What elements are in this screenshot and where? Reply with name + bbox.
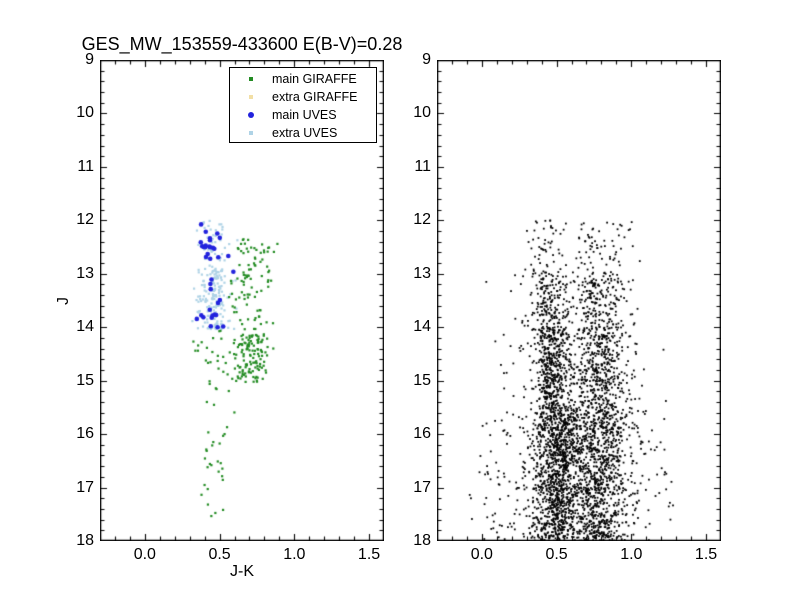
- y-tick-label: 13: [413, 264, 431, 282]
- y-tick-label: 15: [413, 371, 431, 389]
- y-tick-label: 11: [414, 157, 431, 175]
- x-tick-label: 1.5: [694, 546, 718, 563]
- x-tick-label: 0.5: [208, 546, 231, 563]
- x-tick-label: 1.5: [357, 546, 381, 563]
- main-giraffe-marker-icon: [249, 77, 253, 81]
- y-tick-label: 18: [76, 532, 94, 549]
- legend-label-extra-uves: extra UVES: [272, 126, 338, 140]
- legend-label-main-uves: main UVES: [272, 108, 337, 122]
- main-uves-marker-icon: [248, 112, 254, 118]
- y-tick-label: 13: [76, 264, 94, 282]
- right-plot-area: [437, 60, 721, 541]
- y-tick-label: 15: [76, 371, 94, 389]
- y-tick-label: 16: [76, 425, 94, 443]
- y-tick-label: 18: [413, 532, 431, 549]
- y-tick-label: 17: [76, 478, 94, 496]
- y-tick-label: 10: [413, 104, 431, 122]
- x-tick-label: 1.0: [283, 546, 306, 563]
- legend-label-extra-giraffe: extra GIRAFFE: [272, 90, 358, 104]
- legend-item-extra-uves: extra UVES: [230, 124, 376, 142]
- y-tick-label: 11: [77, 157, 94, 175]
- extra-giraffe-marker-icon: [249, 95, 253, 99]
- legend-item-main-uves: main UVES: [230, 106, 376, 124]
- x-tick-label: 0.0: [470, 546, 493, 563]
- left-y-axis-label: J: [55, 297, 72, 305]
- legend-item-main-giraffe: main GIRAFFE: [230, 70, 376, 88]
- legend-label-main-giraffe: main GIRAFFE: [272, 72, 357, 86]
- y-tick-label: 10: [76, 104, 94, 122]
- y-tick-label: 14: [76, 318, 94, 336]
- legend-item-extra-giraffe: extra GIRAFFE: [230, 88, 376, 106]
- x-tick-label: 1.0: [620, 546, 643, 563]
- y-tick-label: 9: [85, 51, 94, 68]
- x-tick-label: 0.0: [133, 546, 156, 563]
- y-tick-label: 12: [413, 211, 431, 229]
- y-tick-label: 17: [413, 478, 431, 496]
- extra-uves-marker-icon: [249, 131, 253, 135]
- y-tick-label: 12: [76, 211, 94, 229]
- y-tick-label: 9: [422, 51, 431, 68]
- left-x-axis-label: J-K: [230, 563, 254, 580]
- figure-title: GES_MW_153559-433600 E(B-V)=0.28: [81, 34, 403, 54]
- y-tick-label: 14: [413, 318, 431, 336]
- legend: main GIRAFFE extra GIRAFFE main UVES ext…: [229, 67, 377, 143]
- x-tick-label: 0.5: [545, 546, 568, 563]
- y-tick-label: 16: [413, 425, 431, 443]
